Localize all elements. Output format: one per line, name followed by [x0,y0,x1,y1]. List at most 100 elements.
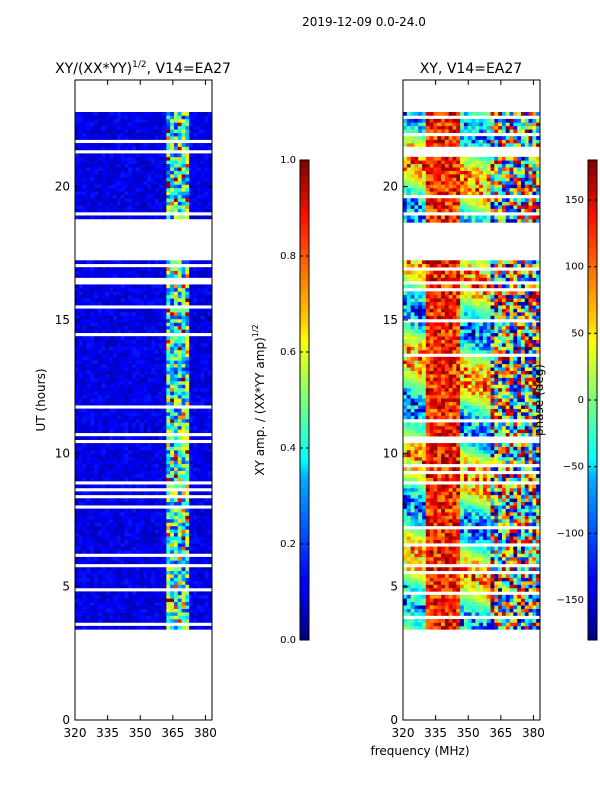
heatmap-cell [128,294,133,299]
heatmap-cell [143,205,148,209]
heatmap-cell [143,146,148,151]
heatmap-cell [120,612,125,616]
heatmap-cell [154,556,160,561]
heatmap-cell [486,618,491,623]
heatmap-cell [158,180,163,185]
heatmap-cell [170,315,175,320]
heatmap-cell [147,470,152,475]
heatmap-cell [113,184,118,189]
heatmap-cell [128,615,133,620]
heatmap-cell [105,512,110,516]
heatmap-cell [177,605,182,609]
heatmap-cell [128,349,133,354]
heatmap-cell [192,456,198,461]
heatmap-cell [158,143,163,147]
heatmap-cell [120,170,125,175]
heatmap-cell [75,187,80,192]
heatmap-cell [109,270,114,275]
heatmap-cell [78,270,84,275]
heatmap-cell [418,605,423,609]
heatmap-cell [97,394,103,399]
heatmap-cell [82,512,87,516]
heatmap-cell [124,274,129,278]
heatmap-cell [460,560,465,565]
heatmap-cell [124,591,129,596]
heatmap-cell [128,605,133,609]
heatmap-cell [139,156,144,161]
heatmap-cell [82,201,87,206]
heatmap-cell [166,284,171,289]
heatmap-cell [173,384,179,389]
heatmap-cell [517,598,522,603]
heatmap-cell [135,484,141,489]
heatmap-cell [113,329,118,334]
heatmap-cell [490,625,495,630]
heatmap-cell [86,560,91,565]
heatmap-cell [181,122,186,127]
heatmap-cell [147,394,152,399]
heatmap-cell [192,363,198,368]
heatmap-cell [147,618,152,623]
heatmap-cell [185,353,190,358]
heatmap-cell [147,484,152,489]
heatmap-cell [128,267,133,271]
heatmap-cell [94,436,99,440]
heatmap-cell [120,329,125,334]
heatmap-cell [166,543,171,547]
heatmap-cell [162,512,167,516]
x-tick-label: 380 [194,726,217,740]
heatmap-cell [75,329,80,334]
heatmap-cell [78,301,84,306]
heatmap-cell [105,612,110,616]
heatmap-cell [132,418,137,423]
heatmap-cell [120,125,125,130]
heatmap-cell [86,467,91,471]
heatmap-cell [132,374,137,378]
heatmap-cell [94,377,99,382]
heatmap-cell [101,174,106,178]
heatmap-cell [139,170,144,175]
heatmap-cell [154,615,160,620]
heatmap-cell [151,446,156,451]
heatmap-cell [177,187,182,192]
heatmap-cell [429,601,434,606]
heatmap-cell [147,560,152,565]
heatmap-cell [177,325,182,330]
heatmap-cell [204,546,209,551]
heatmap-cell [132,198,137,202]
heatmap-cell [116,508,122,513]
heatmap-cell [139,291,144,296]
heatmap-cell [116,125,122,130]
heatmap-cell [448,618,453,623]
heatmap-cell [128,177,133,182]
heatmap-cell [418,587,423,592]
heatmap-cell [132,567,137,571]
heatmap-cell [139,491,144,496]
heatmap-cell [177,194,182,199]
heatmap-cell [101,163,106,168]
heatmap-cell [154,170,160,175]
heatmap-cell [177,546,182,551]
heatmap-cell [208,115,212,120]
heatmap-cell [158,198,163,202]
heatmap-cell [406,594,412,599]
heatmap-cell [185,112,190,116]
heatmap-cell [177,136,182,140]
heatmap-cell [177,574,182,578]
heatmap-cell [177,425,182,430]
heatmap-cell [75,274,80,278]
heatmap-cell [132,508,137,513]
heatmap-cell [75,125,80,130]
heatmap-cell [200,353,205,358]
heatmap-cell [200,598,205,603]
heatmap-cell [120,160,125,165]
heatmap-cell [94,618,99,623]
heatmap-cell [109,601,114,606]
heatmap-cell [162,401,167,406]
heatmap-cell [498,622,503,627]
heatmap-cell [143,315,148,320]
x-tick-label: 320 [64,726,87,740]
heatmap-cell [418,618,423,623]
heatmap-cell [94,615,99,620]
heatmap-cell [147,615,152,620]
